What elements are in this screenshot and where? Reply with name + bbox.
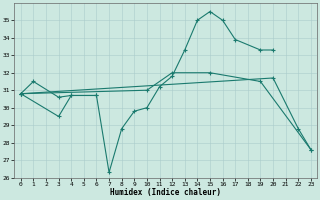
X-axis label: Humidex (Indice chaleur): Humidex (Indice chaleur) — [110, 188, 221, 197]
